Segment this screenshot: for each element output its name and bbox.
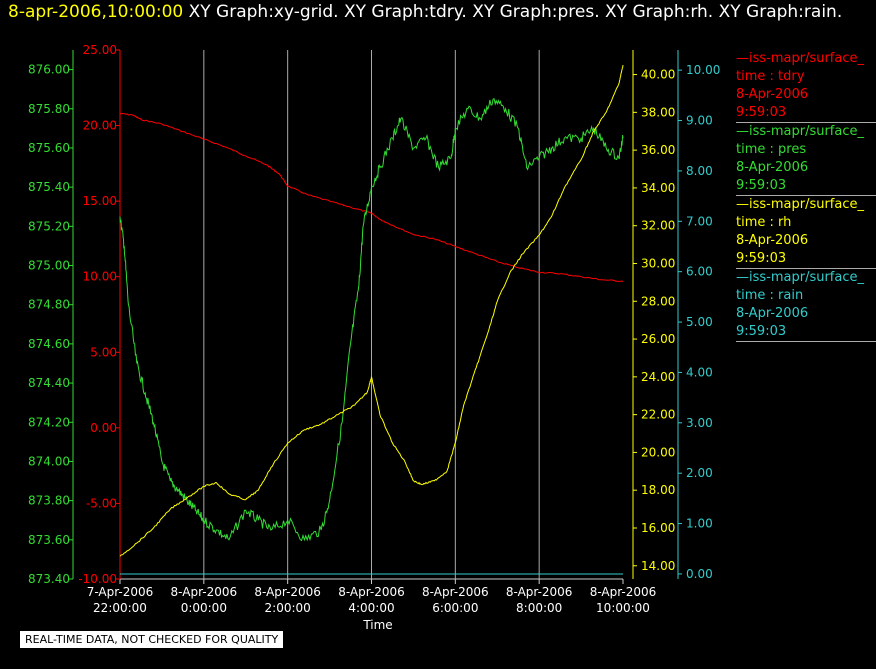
series-line-pres [119,98,624,542]
legend-time: 9:59:03 [736,251,787,266]
y-tick-label-rain: 2.00 [686,466,713,480]
y-tick-label-tdry: 10.00 [83,270,117,284]
y-tick-label-rain: 8.00 [686,164,713,178]
x-tick-label-time: 8:00:00 [516,601,562,615]
y-tick-label-tdry: 15.00 [83,194,117,208]
y-tick-label-pres: 874.80 [28,298,70,312]
x-tick-label-time: 0:00:00 [181,601,227,615]
y-tick-label-pres: 873.80 [28,494,70,508]
y-tick-label-rain: 3.00 [686,416,713,430]
legend-separator [736,195,876,196]
y-tick-label-pres: 874.60 [28,337,70,351]
quality-footnote: REAL-TIME DATA, NOT CHECKED FOR QUALITY [20,631,284,648]
y-tick-label-rain: 5.00 [686,315,713,329]
y-tick-label-rh: 38.00 [641,105,675,119]
y-tick-label-tdry: 25.00 [83,43,117,57]
y-tick-label-rh: 14.00 [641,559,675,573]
y-tick-label-rain: 4.00 [686,365,713,379]
y-tick-label-rain: 0.00 [686,567,713,581]
y-tick-label-rh: 26.00 [641,332,675,346]
legend-date: 8-Apr-2006 [736,306,809,321]
legend-source: —iss-mapr/surface_ [736,124,865,139]
y-tick-label-pres: 873.40 [28,572,70,586]
legend-time: 9:59:03 [736,324,787,339]
y-tick-label-rh: 40.00 [641,68,675,82]
x-tick-label-time: 10:00:00 [596,601,650,615]
y-tick-label-pres: 875.40 [28,180,70,194]
legend-field: time : tdry [736,69,805,84]
x-tick-label-date: 8-Apr-2006 [422,585,489,599]
y-tick-label-rain: 7.00 [686,214,713,228]
title-bar: 8-apr-2006,10:00:00 XY Graph:xy-grid. XY… [8,2,842,22]
legend: —iss-mapr/surface_ time : tdry 8-Apr-2006 9… [736,50,876,342]
y-tick-label-rh: 34.00 [641,181,675,195]
y-tick-label-tdry: -5.00 [86,496,117,510]
x-tick-label-date: 8-Apr-2006 [254,585,321,599]
title-graph-list: XY Graph:xy-grid. XY Graph:tdry. XY Grap… [188,2,843,22]
x-tick-label-time: 2:00:00 [265,601,311,615]
y-tick-label-rh: 16.00 [641,521,675,535]
y-tick-label-rh: 24.00 [641,370,675,384]
legend-time: 9:59:03 [736,178,787,193]
y-tick-label-rain: 10.00 [686,63,720,77]
y-tick-label-pres: 875.00 [28,259,70,273]
legend-separator [736,341,876,342]
y-tick-label-rain: 1.00 [686,517,713,531]
y-tick-label-pres: 875.20 [28,219,70,233]
y-tick-label-rh: 36.00 [641,143,675,157]
x-tick-label-date: 8-Apr-2006 [171,585,238,599]
legend-entry-rh: —iss-mapr/surface_time : rh 8-Apr-2006 9:5… [736,196,876,269]
y-tick-label-pres: 874.00 [28,454,70,468]
legend-field: time : rh [736,215,792,230]
y-tick-label-tdry: 0.00 [90,421,117,435]
x-tick-label-date: 8-Apr-2006 [506,585,573,599]
legend-field: time : rain [736,288,804,303]
x-tick-label-time: 22:00:00 [93,601,147,615]
legend-entry-pres: —iss-mapr/surface_time : pres 8-Apr-2006 9… [736,123,876,196]
legend-source: —iss-mapr/surface_ [736,197,865,212]
x-tick-label-time: 4:00:00 [348,601,394,615]
y-tick-label-rh: 30.00 [641,256,675,270]
x-tick-label-date: 8-Apr-2006 [338,585,405,599]
y-tick-label-pres: 874.40 [28,376,70,390]
y-tick-label-pres: 876.00 [28,63,70,77]
y-tick-label-rain: 6.00 [686,265,713,279]
legend-date: 8-Apr-2006 [736,233,809,248]
legend-date: 8-Apr-2006 [736,87,809,102]
y-tick-label-rh: 20.00 [641,445,675,459]
x-tick-label-date: 8-Apr-2006 [590,585,657,599]
title-datetime: 8-apr-2006,10:00:00 [8,2,184,22]
series-line-tdry [119,112,624,283]
legend-separator [736,268,876,269]
y-tick-label-pres: 875.80 [28,102,70,116]
legend-separator [736,122,876,123]
legend-date: 8-Apr-2006 [736,160,809,175]
legend-entry-tdry: —iss-mapr/surface_time : tdry 8-Apr-2006 9… [736,50,876,123]
y-tick-label-tdry: 5.00 [90,345,117,359]
y-tick-label-rain: 9.00 [686,114,713,128]
x-tick-label-time: 6:00:00 [432,601,478,615]
x-tick-label-date: 7-Apr-2006 [87,585,154,599]
y-tick-label-tdry: -10.00 [78,572,117,586]
legend-source: —iss-mapr/surface_ [736,51,865,66]
legend-field: time : pres [736,142,807,157]
y-tick-label-rh: 32.00 [641,219,675,233]
y-tick-label-rh: 18.00 [641,483,675,497]
y-tick-label-pres: 875.60 [28,141,70,155]
x-axis-label: Time [362,618,392,632]
y-tick-label-rh: 28.00 [641,294,675,308]
y-tick-label-pres: 874.20 [28,415,70,429]
y-tick-label-tdry: 20.00 [83,119,117,133]
legend-entry-rain: —iss-mapr/surface_time : rain 8-Apr-2006 9… [736,269,876,342]
series-line-rh [119,65,624,557]
legend-time: 9:59:03 [736,105,787,120]
y-tick-label-pres: 873.60 [28,533,70,547]
legend-source: —iss-mapr/surface_ [736,270,865,285]
y-tick-label-rh: 22.00 [641,408,675,422]
